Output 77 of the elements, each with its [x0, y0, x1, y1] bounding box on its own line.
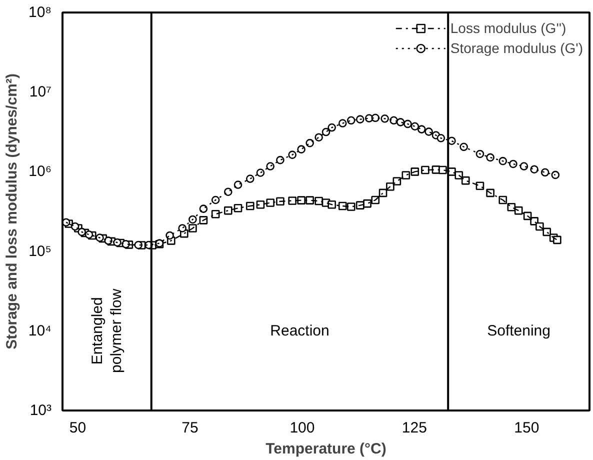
point [460, 142, 468, 152]
point [246, 174, 254, 183]
point [498, 156, 508, 166]
x-tick-label: 150 [514, 420, 540, 436]
point [266, 198, 274, 207]
point [70, 222, 80, 231]
y-axis-title: Storage and loss modulus (dynes/cm²) [3, 74, 20, 350]
point [551, 170, 560, 180]
x-axis-title: Temperature (°C) [266, 440, 386, 458]
point [288, 196, 296, 205]
x-tick-label: 50 [69, 420, 86, 436]
y-tick-label: 10⁴ [28, 322, 52, 340]
point [199, 204, 208, 213]
y-tick-label: 10³ [30, 402, 52, 419]
annotation: Reaction [270, 322, 330, 340]
annotation: Entangled polymer flow [89, 288, 125, 373]
point [297, 145, 306, 154]
y-tick-label: 10⁵ [28, 242, 52, 260]
point [328, 123, 336, 132]
point [507, 202, 516, 212]
point [288, 150, 296, 159]
point [134, 240, 143, 250]
point [530, 165, 538, 174]
point [266, 162, 274, 170]
point [84, 230, 94, 239]
point [306, 138, 314, 148]
point [338, 202, 347, 210]
point [486, 153, 494, 162]
point [540, 168, 550, 177]
x-tick-label: 75 [182, 420, 198, 436]
point [421, 166, 430, 174]
point [256, 200, 265, 209]
point [380, 114, 389, 123]
point [346, 116, 356, 125]
y-tick-label: 10⁶ [28, 163, 52, 180]
legend-label: Storage modulus (G') [450, 40, 583, 56]
point [356, 115, 364, 124]
point [211, 210, 220, 218]
point [224, 188, 232, 196]
point [461, 176, 470, 185]
point [410, 122, 420, 131]
point [476, 150, 484, 158]
point [436, 134, 446, 142]
annotation: Softening [487, 322, 550, 340]
x-tick-label: 100 [290, 420, 315, 436]
point [78, 228, 86, 236]
point [314, 133, 323, 142]
point [297, 196, 306, 204]
y-tick-label: 10⁸ [28, 4, 52, 21]
point [509, 160, 518, 168]
point [211, 196, 220, 204]
point [224, 206, 232, 215]
point [234, 180, 242, 189]
point [188, 215, 197, 224]
point [404, 120, 412, 128]
point [520, 162, 528, 170]
point [346, 202, 356, 211]
point [113, 238, 122, 247]
point [306, 196, 314, 204]
point [178, 224, 187, 232]
point [371, 114, 380, 122]
legend-label: Loss modulus (G'') [450, 20, 566, 36]
point [417, 125, 426, 134]
point [256, 168, 265, 177]
point [363, 199, 372, 208]
point [166, 231, 174, 240]
x-tick-label: 125 [402, 420, 427, 436]
point [424, 128, 433, 136]
point [276, 156, 284, 164]
point [438, 166, 447, 174]
point [476, 182, 484, 190]
point [553, 236, 562, 244]
point [338, 119, 347, 128]
point [402, 171, 410, 180]
point [96, 234, 104, 242]
point [322, 128, 330, 136]
y-tick-label: 10⁷ [29, 84, 52, 101]
